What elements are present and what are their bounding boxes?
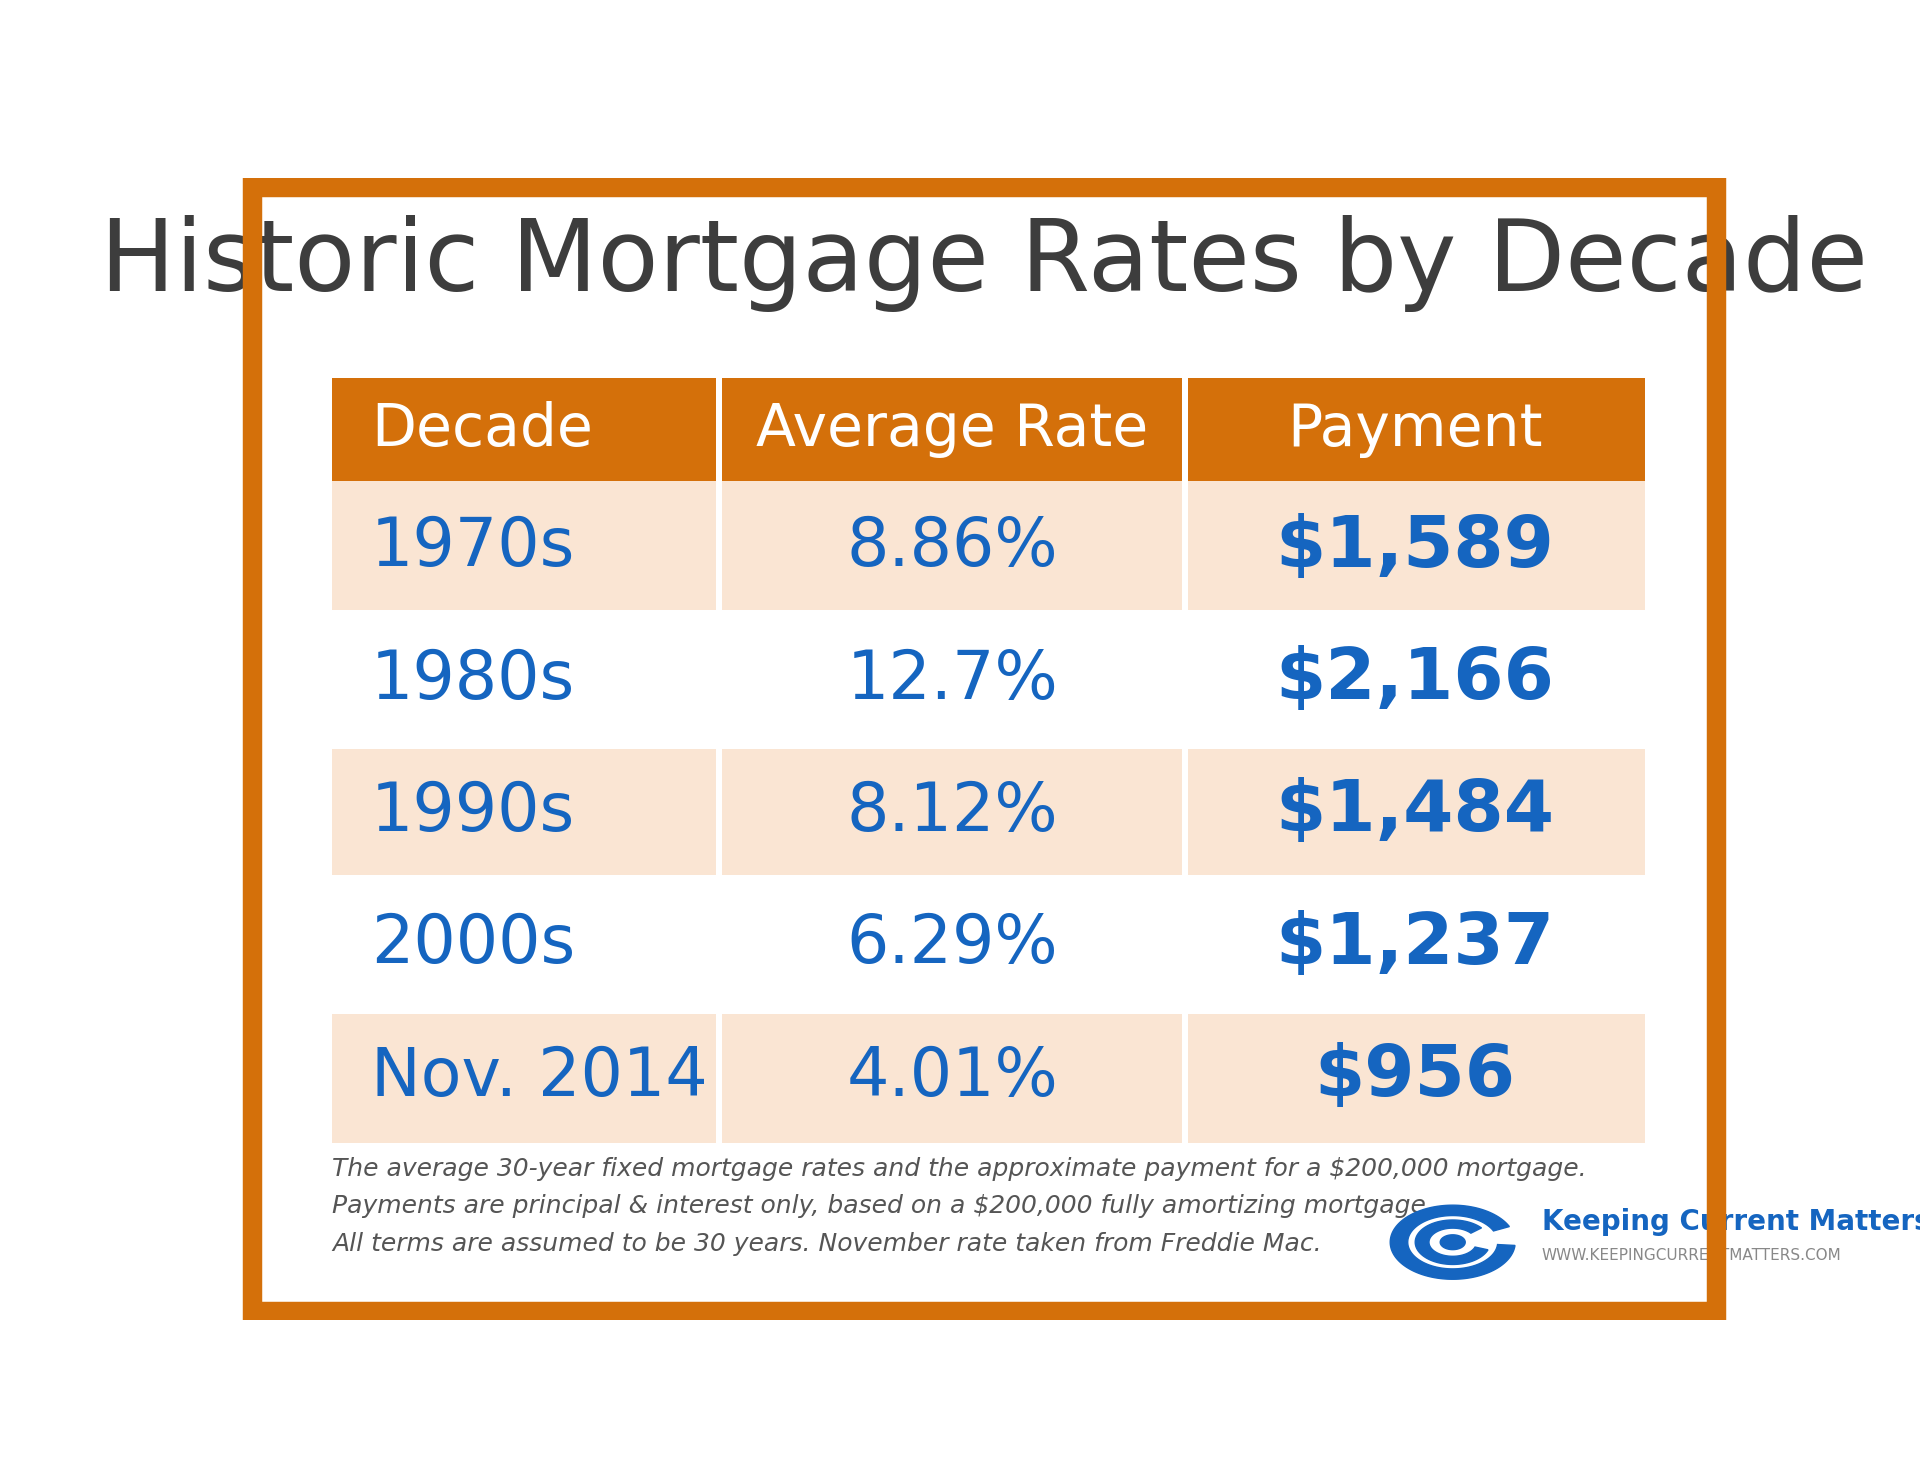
FancyBboxPatch shape (332, 746, 1645, 878)
FancyBboxPatch shape (716, 878, 722, 1010)
Text: $1,484: $1,484 (1275, 777, 1555, 847)
Text: Historic Mortgage Rates by Decade: Historic Mortgage Rates by Decade (100, 215, 1868, 311)
FancyBboxPatch shape (332, 743, 1645, 749)
Text: Payment: Payment (1286, 400, 1544, 458)
Text: All terms are assumed to be 30 years. November rate taken from Freddie Mac.: All terms are assumed to be 30 years. No… (332, 1232, 1321, 1256)
FancyBboxPatch shape (332, 878, 1645, 1010)
Text: Average Rate: Average Rate (756, 400, 1148, 458)
Polygon shape (1390, 1206, 1515, 1280)
FancyBboxPatch shape (332, 614, 1645, 746)
FancyBboxPatch shape (716, 1010, 722, 1143)
FancyBboxPatch shape (716, 378, 722, 480)
Text: 1980s: 1980s (371, 647, 576, 713)
Text: Keeping Current Matters: Keeping Current Matters (1542, 1207, 1920, 1235)
FancyBboxPatch shape (1183, 480, 1188, 614)
Text: 12.7%: 12.7% (847, 647, 1058, 713)
Text: Payments are principal & interest only, based on a $200,000 fully amortizing mor: Payments are principal & interest only, … (332, 1194, 1434, 1218)
FancyBboxPatch shape (1183, 878, 1188, 1010)
FancyBboxPatch shape (332, 378, 1645, 480)
FancyBboxPatch shape (332, 875, 1645, 881)
Text: 6.29%: 6.29% (847, 912, 1058, 977)
Text: WWW.KEEPINGCURRENTMATTERS.COM: WWW.KEEPINGCURRENTMATTERS.COM (1542, 1249, 1841, 1264)
FancyBboxPatch shape (332, 480, 1645, 614)
Text: 8.86%: 8.86% (847, 515, 1058, 580)
FancyBboxPatch shape (716, 746, 722, 878)
Text: $956: $956 (1315, 1043, 1515, 1111)
FancyBboxPatch shape (1183, 614, 1188, 746)
Text: $2,166: $2,166 (1275, 645, 1555, 715)
FancyBboxPatch shape (332, 1007, 1645, 1014)
Text: $1,589: $1,589 (1275, 513, 1555, 581)
Text: Decade: Decade (371, 400, 593, 458)
FancyBboxPatch shape (1183, 378, 1188, 480)
Text: Nov. 2014: Nov. 2014 (371, 1044, 708, 1109)
Text: 1970s: 1970s (371, 515, 576, 580)
Text: The average 30-year fixed mortgage rates and the approximate payment for a $200,: The average 30-year fixed mortgage rates… (332, 1157, 1588, 1180)
Polygon shape (1415, 1221, 1488, 1265)
FancyBboxPatch shape (332, 610, 1645, 617)
FancyBboxPatch shape (332, 1010, 1645, 1143)
FancyBboxPatch shape (716, 480, 722, 614)
FancyBboxPatch shape (1183, 746, 1188, 878)
Text: 4.01%: 4.01% (847, 1044, 1058, 1109)
Polygon shape (1440, 1235, 1465, 1250)
Text: 1990s: 1990s (371, 779, 576, 845)
Text: 2000s: 2000s (371, 912, 576, 977)
FancyBboxPatch shape (716, 614, 722, 746)
Text: 8.12%: 8.12% (847, 779, 1058, 845)
Text: $1,237: $1,237 (1275, 911, 1555, 979)
FancyBboxPatch shape (1183, 1010, 1188, 1143)
